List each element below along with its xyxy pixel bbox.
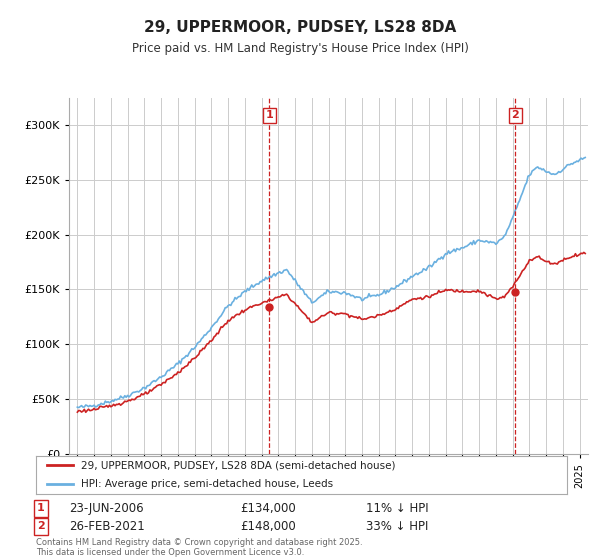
Text: 1: 1 [37, 503, 44, 514]
Text: 23-JUN-2006: 23-JUN-2006 [69, 502, 143, 515]
Text: 29, UPPERMOOR, PUDSEY, LS28 8DA (semi-detached house): 29, UPPERMOOR, PUDSEY, LS28 8DA (semi-de… [81, 460, 395, 470]
Text: 1: 1 [266, 110, 273, 120]
Text: 26-FEB-2021: 26-FEB-2021 [69, 520, 145, 533]
Text: 2: 2 [511, 110, 519, 120]
Text: 33% ↓ HPI: 33% ↓ HPI [366, 520, 428, 533]
Text: Price paid vs. HM Land Registry's House Price Index (HPI): Price paid vs. HM Land Registry's House … [131, 42, 469, 55]
Text: 11% ↓ HPI: 11% ↓ HPI [366, 502, 428, 515]
Text: 2: 2 [37, 521, 44, 531]
Text: 29, UPPERMOOR, PUDSEY, LS28 8DA: 29, UPPERMOOR, PUDSEY, LS28 8DA [144, 20, 456, 35]
Text: £134,000: £134,000 [240, 502, 296, 515]
Text: Contains HM Land Registry data © Crown copyright and database right 2025.
This d: Contains HM Land Registry data © Crown c… [36, 538, 362, 557]
Text: HPI: Average price, semi-detached house, Leeds: HPI: Average price, semi-detached house,… [81, 479, 333, 489]
Text: £148,000: £148,000 [240, 520, 296, 533]
